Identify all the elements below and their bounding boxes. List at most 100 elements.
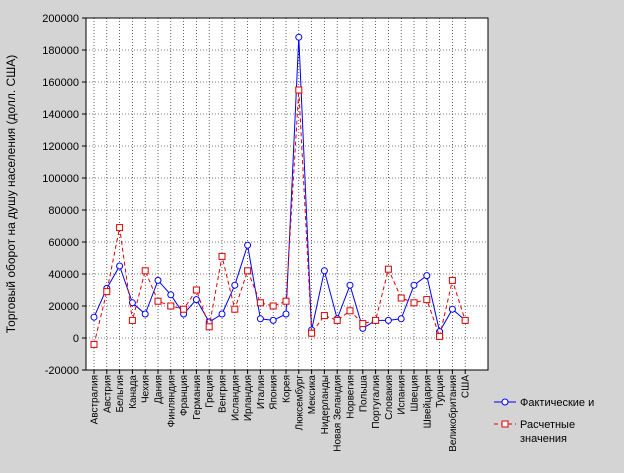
y-tick-label: -20000 — [45, 365, 79, 377]
x-tick-label: Швейцария — [422, 375, 433, 428]
point-marker — [295, 86, 303, 94]
x-axis-ticks: Австралия Австрия Бельгия Канада Чехия Дания Ф… — [90, 370, 472, 452]
point-marker — [308, 329, 316, 337]
point-marker — [320, 267, 328, 275]
x-tick-label: Корея — [282, 375, 293, 403]
point-marker — [154, 297, 162, 305]
x-tick-label: Нидерланды — [320, 375, 331, 434]
point-marker — [359, 320, 367, 328]
x-tick-label: Швеция — [410, 375, 421, 412]
x-tick-label: Новая Зеландия — [333, 375, 344, 452]
point-marker — [372, 316, 380, 324]
x-tick-label: Турция — [435, 375, 446, 408]
point-marker — [423, 296, 431, 304]
point-marker — [116, 224, 124, 232]
y-tick-label: 0 — [73, 333, 79, 345]
point-marker — [346, 281, 354, 289]
y-tick-label: 60000 — [48, 237, 79, 249]
x-tick-label: Дания — [154, 375, 165, 404]
point-marker — [461, 316, 469, 324]
x-tick-label: Испания — [397, 375, 408, 415]
x-tick-label: Австралия — [90, 375, 101, 424]
x-tick-label: Канада — [128, 375, 139, 409]
point-marker — [167, 302, 175, 310]
legend-entry-1: Фактические и — [520, 397, 594, 409]
x-tick-label: Норвегия — [346, 375, 357, 419]
x-tick-label: Великобритания — [447, 375, 459, 452]
y-tick-label: 160000 — [42, 77, 79, 89]
point-marker — [269, 302, 277, 310]
point-marker — [154, 276, 162, 284]
x-tick-label: Франция — [179, 375, 190, 416]
y-tick-label: 20000 — [48, 301, 79, 313]
x-tick-label: США — [461, 375, 472, 398]
x-tick-label: Словакия — [384, 375, 395, 420]
x-tick-label: Чехия — [141, 375, 152, 403]
x-tick-label: Финляндия — [166, 375, 177, 427]
point-marker — [423, 272, 431, 280]
point-marker — [128, 299, 136, 307]
y-tick-label: 120000 — [42, 141, 79, 153]
point-marker — [448, 276, 456, 284]
legend-marker-1 — [501, 398, 509, 406]
y-tick-label: 40000 — [48, 269, 79, 281]
point-marker — [192, 296, 200, 304]
y-tick-label: 180000 — [42, 45, 79, 57]
x-tick-label: Исландия — [230, 375, 241, 421]
point-marker — [295, 33, 303, 41]
x-tick-label: Бельгия — [115, 375, 126, 413]
point-marker — [231, 281, 239, 289]
point-marker — [448, 305, 456, 313]
point-marker — [384, 316, 392, 324]
y-tick-label: 200000 — [42, 13, 79, 25]
x-tick-label: Люксембург — [293, 375, 305, 431]
point-marker — [333, 316, 341, 324]
point-marker — [320, 312, 328, 320]
point-marker — [141, 310, 149, 318]
x-tick-label: Япония — [269, 375, 280, 410]
x-tick-label: Греция — [205, 375, 216, 408]
x-tick-label: Венгрия — [218, 375, 229, 413]
point-marker — [282, 310, 290, 318]
series-layer — [90, 33, 469, 348]
point-marker — [167, 291, 175, 299]
point-marker — [180, 305, 188, 313]
y-tick-label: 100000 — [42, 173, 79, 185]
point-marker — [128, 316, 136, 324]
point-marker — [256, 315, 264, 323]
point-marker — [346, 307, 354, 315]
point-marker — [90, 313, 98, 321]
point-marker — [192, 286, 200, 294]
point-marker — [244, 267, 252, 275]
y-axis-ticks: -20000 0 20000 40000 60000 80000 100000 120000 1… — [42, 13, 86, 377]
point-marker — [205, 323, 213, 331]
legend-entry-2: Расчетные значения — [520, 419, 575, 445]
point-marker — [116, 262, 124, 270]
point-marker — [269, 316, 277, 324]
point-marker — [256, 299, 264, 307]
x-tick-label: Польша — [358, 375, 369, 413]
x-tick-label: Ирландия — [243, 375, 254, 421]
x-tick-label: Мексика — [307, 375, 318, 415]
x-tick-label: Австрия — [102, 375, 113, 413]
point-marker — [410, 299, 418, 307]
point-marker — [244, 241, 252, 249]
point-marker — [397, 294, 405, 302]
point-marker — [384, 265, 392, 273]
point-marker — [90, 340, 98, 348]
point-marker — [410, 281, 418, 289]
legend: Фактические и Расчетные значения — [494, 397, 594, 445]
point-marker — [103, 288, 111, 296]
point-marker — [397, 315, 405, 323]
point-marker — [282, 297, 290, 305]
grid-layer — [86, 18, 488, 370]
point-marker — [218, 252, 226, 260]
point-marker — [231, 305, 239, 313]
point-marker — [436, 332, 444, 340]
x-tick-label: Италия — [256, 375, 267, 409]
y-tick-label: 140000 — [42, 109, 79, 121]
legend-marker-2 — [501, 420, 509, 428]
point-marker — [141, 267, 149, 275]
